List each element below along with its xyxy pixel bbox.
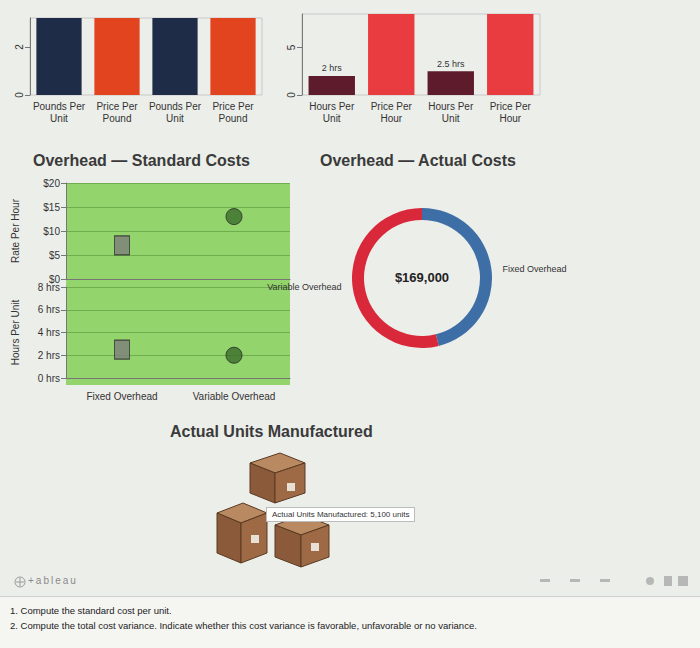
- svg-text:Unit: Unit: [50, 113, 68, 124]
- svg-text:Variable Overhead: Variable Overhead: [267, 282, 341, 292]
- svg-text:2 hrs: 2 hrs: [322, 63, 343, 73]
- svg-text:0: 0: [286, 92, 297, 98]
- svg-text:5: 5: [286, 44, 297, 50]
- svg-text:6 hrs: 6 hrs: [38, 304, 60, 315]
- svg-text:$15: $15: [43, 202, 60, 213]
- svg-text:Hours Per: Hours Per: [428, 101, 474, 112]
- svg-text:$10: $10: [43, 226, 60, 237]
- svg-text:Fixed Overhead: Fixed Overhead: [86, 391, 157, 402]
- svg-text:2: 2: [14, 44, 25, 50]
- svg-text:2.5 hrs: 2.5 hrs: [437, 59, 465, 69]
- svg-text:Unit: Unit: [166, 113, 184, 124]
- svg-text:0: 0: [14, 92, 25, 98]
- svg-text:Price Per: Price Per: [96, 101, 138, 112]
- svg-text:Unit: Unit: [442, 113, 460, 124]
- svg-text:4 hrs: 4 hrs: [38, 327, 60, 338]
- svg-text:Hour: Hour: [380, 113, 402, 124]
- svg-text:Price Per: Price Per: [490, 101, 532, 112]
- svg-text:Pounds Per: Pounds Per: [33, 101, 86, 112]
- html-text:$169,000: $169,000: [394, 270, 450, 285]
- svg-text:8 hrs: 8 hrs: [38, 282, 60, 293]
- html-text:1. Compute the standard cost p: 1. Compute the standard cost per unit.: [10, 605, 172, 616]
- svg-text:Pounds Per: Pounds Per: [149, 101, 202, 112]
- svg-text:Variable Overhead: Variable Overhead: [193, 391, 276, 402]
- svg-text:Pound: Pound: [219, 113, 248, 124]
- svg-text:Hour: Hour: [499, 113, 521, 124]
- svg-text:Hours Per Unit: Hours Per Unit: [10, 299, 21, 365]
- svg-text:$20: $20: [43, 178, 60, 189]
- html-text:Overhead — Standard Costs: Overhead — Standard Costs: [33, 152, 250, 169]
- svg-text:0 hrs: 0 hrs: [38, 373, 60, 384]
- svg-text:2 hrs: 2 hrs: [38, 350, 60, 361]
- svg-text:Pound: Pound: [103, 113, 132, 124]
- svg-text:$5: $5: [49, 250, 61, 261]
- svg-text:Unit: Unit: [323, 113, 341, 124]
- html-text:+ableau: +ableau: [28, 575, 78, 586]
- svg-text:Price Per: Price Per: [212, 101, 254, 112]
- svg-text:$0: $0: [48, 273, 60, 285]
- svg-text:Rate Per Hour: Rate Per Hour: [10, 198, 21, 263]
- svg-text:Hours Per: Hours Per: [309, 101, 355, 112]
- svg-text:Price Per: Price Per: [371, 101, 413, 112]
- html-text:2. Compute the total cost vari: 2. Compute the total cost variance. Indi…: [10, 620, 477, 631]
- html-text:Overhead — Actual Costs: Overhead — Actual Costs: [320, 152, 516, 169]
- html-text:Actual Units Manufactured: Actual Units Manufactured: [170, 423, 373, 440]
- svg-text:Fixed Overhead: Fixed Overhead: [502, 264, 566, 274]
- html-text:Actual Units Manufactured: 5,1: Actual Units Manufactured: 5,100 units: [272, 510, 410, 519]
